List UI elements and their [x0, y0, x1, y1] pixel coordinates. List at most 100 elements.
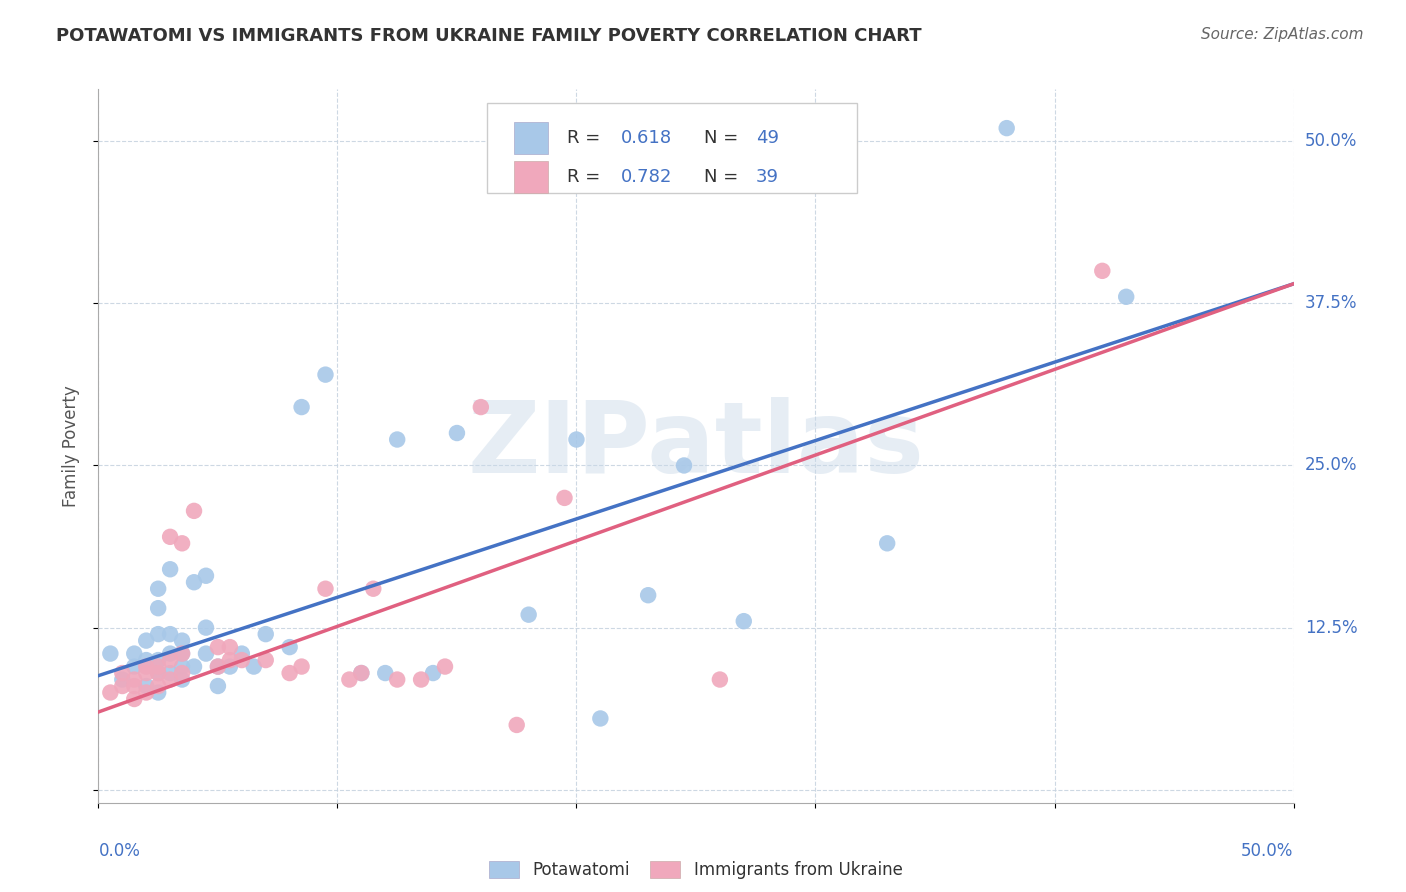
Text: R =: R =: [567, 168, 606, 186]
Point: [673, 458, 696, 473]
Point: [385, 673, 409, 687]
Point: [733, 614, 755, 628]
Point: [172, 647, 194, 661]
Text: 0.0%: 0.0%: [98, 842, 141, 860]
Text: 0.618: 0.618: [620, 129, 672, 147]
Point: [159, 562, 181, 576]
Point: [172, 666, 194, 681]
Point: [172, 633, 194, 648]
Point: [148, 601, 170, 615]
Point: [148, 627, 170, 641]
Point: [709, 673, 731, 687]
Point: [124, 659, 146, 673]
Y-axis label: Family Poverty: Family Poverty: [62, 385, 80, 507]
Point: [363, 582, 385, 596]
Point: [290, 400, 312, 414]
Point: [1091, 264, 1114, 278]
Point: [350, 666, 373, 681]
Point: [135, 685, 157, 699]
Text: 39: 39: [756, 168, 779, 186]
FancyBboxPatch shape: [515, 161, 548, 193]
Point: [517, 607, 540, 622]
FancyBboxPatch shape: [486, 103, 858, 193]
Text: ZIPatlas: ZIPatlas: [468, 398, 924, 494]
FancyBboxPatch shape: [515, 122, 548, 154]
Text: 50.0%: 50.0%: [1305, 132, 1357, 150]
Point: [111, 673, 134, 687]
Text: 25.0%: 25.0%: [1305, 457, 1357, 475]
Point: [350, 666, 373, 681]
Point: [315, 582, 337, 596]
Point: [254, 627, 277, 641]
Point: [98, 685, 122, 699]
Point: [374, 666, 396, 681]
Point: [148, 659, 170, 673]
Text: 49: 49: [756, 129, 779, 147]
Point: [411, 673, 433, 687]
Point: [554, 491, 576, 505]
Point: [995, 121, 1018, 136]
Point: [433, 659, 456, 673]
Point: [183, 575, 205, 590]
Point: [135, 633, 157, 648]
Point: [219, 659, 242, 673]
Text: N =: N =: [704, 168, 744, 186]
Point: [231, 647, 253, 661]
Point: [219, 640, 242, 654]
Point: [159, 653, 181, 667]
Point: [337, 673, 360, 687]
Text: 0.782: 0.782: [620, 168, 672, 186]
Point: [194, 621, 217, 635]
Point: [506, 718, 529, 732]
Point: [148, 666, 170, 681]
Point: [172, 673, 194, 687]
Point: [159, 647, 181, 661]
Point: [290, 659, 312, 673]
Text: 50.0%: 50.0%: [1241, 842, 1294, 860]
Point: [231, 653, 253, 667]
Point: [124, 692, 146, 706]
Point: [159, 530, 181, 544]
Point: [124, 673, 146, 687]
Point: [194, 568, 217, 582]
Point: [148, 582, 170, 596]
Point: [207, 659, 229, 673]
Point: [278, 666, 301, 681]
Point: [148, 653, 170, 667]
Point: [315, 368, 337, 382]
Point: [243, 659, 266, 673]
Point: [135, 659, 157, 673]
Point: [565, 433, 588, 447]
Point: [148, 666, 170, 681]
Point: [589, 711, 612, 725]
Point: [385, 433, 409, 447]
Point: [207, 659, 229, 673]
Point: [135, 653, 157, 667]
Point: [207, 679, 229, 693]
Point: [172, 536, 194, 550]
Point: [135, 679, 157, 693]
Point: [470, 400, 492, 414]
Point: [148, 685, 170, 699]
Text: POTAWATOMI VS IMMIGRANTS FROM UKRAINE FAMILY POVERTY CORRELATION CHART: POTAWATOMI VS IMMIGRANTS FROM UKRAINE FA…: [56, 27, 922, 45]
Point: [278, 640, 301, 654]
Point: [637, 588, 659, 602]
Point: [172, 647, 194, 661]
Point: [111, 666, 134, 681]
Point: [254, 653, 277, 667]
Point: [422, 666, 444, 681]
Point: [148, 679, 170, 693]
Point: [1115, 290, 1137, 304]
Point: [183, 659, 205, 673]
Text: Source: ZipAtlas.com: Source: ZipAtlas.com: [1201, 27, 1364, 42]
Point: [159, 627, 181, 641]
Legend: Potawatomi, Immigrants from Ukraine: Potawatomi, Immigrants from Ukraine: [481, 853, 911, 888]
Point: [124, 679, 146, 693]
Point: [194, 647, 217, 661]
Point: [124, 647, 146, 661]
Text: 12.5%: 12.5%: [1305, 619, 1357, 637]
Text: R =: R =: [567, 129, 606, 147]
Point: [98, 647, 122, 661]
Point: [159, 673, 181, 687]
Point: [159, 666, 181, 681]
